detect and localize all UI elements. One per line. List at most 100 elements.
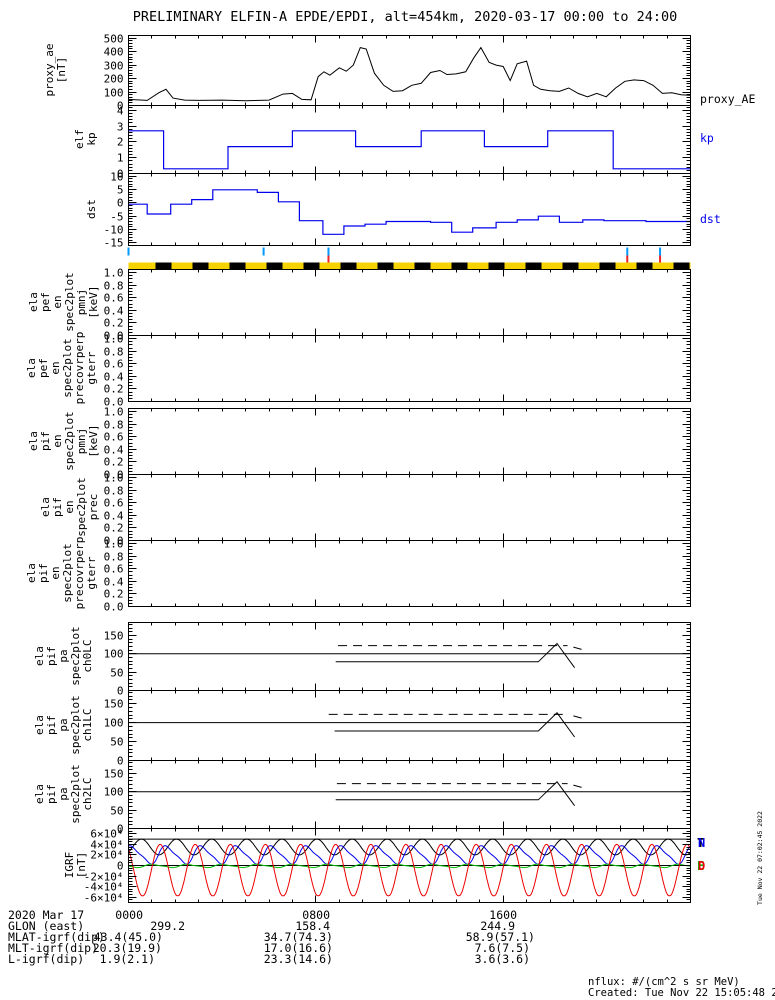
panel-label-word: pa — [57, 718, 70, 732]
y-tick-label: 0.2 — [104, 588, 124, 601]
y-tick-label: 4×10⁴ — [90, 839, 123, 852]
panel-label-word: spec2plot — [61, 338, 74, 398]
y-tick-label: 0.2 — [104, 317, 124, 330]
y-tick-label: -4×10⁴ — [84, 881, 124, 894]
y-tick-label: 1.0 — [104, 333, 124, 346]
panel-label-word: [keV] — [87, 424, 100, 458]
annotation-value: 58.9(57.1) — [465, 930, 535, 944]
y-tick-label: 0 — [117, 100, 124, 113]
panel-label-word: spec2plot — [69, 764, 82, 824]
panel-label-word: spec2plot — [69, 626, 82, 686]
y-tick-label: -2×10⁴ — [84, 871, 124, 884]
y-tick-label: 0.4 — [104, 510, 124, 523]
panel-label-word: spec2plot — [61, 543, 74, 603]
y-tick-label: 0.8 — [104, 419, 124, 432]
igrf-legend-D: D — [698, 859, 706, 873]
panel-label-word: elf — [73, 129, 86, 149]
y-tick-label: 0.0 — [104, 396, 124, 409]
y-tick-label: -10 — [104, 224, 124, 237]
panel-label-word: spec2plot — [69, 695, 82, 755]
annotation-row-label: 2020 Mar 17 — [8, 908, 85, 922]
y-tick-label: 0.6 — [104, 497, 124, 510]
right-label-kp: kp — [700, 131, 714, 145]
series-kp — [128, 130, 691, 170]
series-proxy_ae — [128, 46, 691, 102]
y-tick-label: -6×10⁴ — [84, 892, 124, 905]
igrf-series-E — [128, 863, 691, 869]
annotation-value: 1600 — [489, 908, 517, 922]
annotation-value: 34.7(74.3) — [263, 930, 333, 944]
y-tick-label: 50 — [110, 805, 123, 818]
y-tick-label: 0.0 — [104, 469, 124, 482]
y-tick-label: 0 — [117, 823, 124, 836]
panel-ela_pif_pa_spec2plot_ch0LC — [128, 642, 691, 668]
igrf-legend-T: T — [697, 836, 705, 850]
panel-label-word: [nT] — [75, 851, 88, 879]
panel-label-word: kp — [85, 132, 98, 146]
panel-kp — [128, 130, 691, 170]
side-timestamp: Tue Nov 22 07:02:45 2022 — [756, 811, 764, 905]
panel-label-word: pif — [45, 784, 58, 804]
annotation-value: 0800 — [302, 908, 330, 922]
annotation-value: 299.2 — [150, 919, 185, 933]
panel-label-word: gterr — [85, 351, 98, 385]
panel-label-word: ch1LC — [81, 708, 94, 742]
annotation-value: 3.6(3.6) — [474, 952, 530, 966]
panel-label-word: pa — [57, 787, 70, 801]
y-tick-label: 0.2 — [104, 383, 124, 396]
panel-label-word: pif — [51, 497, 64, 517]
y-tick-label: 1 — [117, 152, 124, 165]
panel-label-word: ela — [33, 715, 46, 735]
panel-label-word: pmnj — [75, 427, 88, 455]
panel-label-word: ela — [27, 292, 40, 312]
y-tick-label: 6×10⁴ — [90, 828, 123, 841]
panel-label-word: ch2LC — [81, 777, 94, 811]
y-tick-label: 0.0 — [104, 330, 124, 343]
annotation-value: 7.6(7.5) — [474, 941, 530, 955]
panel-label-word: pif — [37, 563, 50, 583]
y-tick-label: 400 — [104, 46, 124, 59]
igrf-legend-N: N — [698, 836, 706, 850]
panel-label-word: en — [49, 361, 62, 375]
panel-label-word: ela — [25, 563, 38, 583]
annotation-row-label: MLAT-igrf(dip) — [8, 930, 105, 944]
channel-angle-trace — [335, 642, 576, 668]
y-tick-label: 0 — [117, 197, 124, 210]
y-tick-label: 200 — [104, 73, 124, 86]
y-tick-label: 0.4 — [104, 371, 124, 384]
footer-nflux-units: nflux: #/(cm^2 s sr MeV) — [588, 976, 740, 988]
y-tick-label: 0.0 — [104, 601, 124, 614]
y-tick-label: 5 — [117, 184, 124, 197]
right-label-proxy-ae: proxy_AE — [700, 92, 756, 106]
panel-label-word: gterr — [85, 556, 98, 590]
panel-label-word: pif — [45, 715, 58, 735]
y-tick-label: 0.4 — [104, 305, 124, 318]
y-tick-label: 0.8 — [104, 280, 124, 293]
annotation-value: 1.9(2.1) — [99, 952, 155, 966]
y-tick-label: 3 — [117, 121, 124, 134]
panel-ela_pif_pa_spec2plot_ch1LC — [128, 712, 691, 738]
annotation-value: 0000 — [115, 908, 143, 922]
y-tick-label: 0.6 — [104, 431, 124, 444]
panel-dst — [128, 189, 691, 235]
y-tick-label: 100 — [104, 648, 124, 661]
y-tick-label: 0.0 — [104, 535, 124, 548]
panel-label-word: proxy_ae — [43, 43, 56, 97]
plot-root: 5004003002001000432101050-5-10-151.00.80… — [84, 33, 691, 905]
igrf-series-T — [128, 838, 691, 856]
y-tick-label: 100 — [104, 786, 124, 799]
annotation-row-label: L-igrf(dip) — [8, 952, 85, 966]
y-tick-label: 2×10⁴ — [90, 849, 123, 862]
panel-label-word: precovrperp — [73, 331, 86, 405]
annotation-row-label: MLT-igrf(dip) — [8, 941, 99, 955]
y-tick-label: 500 — [104, 33, 124, 46]
y-tick-label: 2 — [117, 136, 124, 149]
panel-label-word: [nT] — [55, 56, 68, 84]
y-tick-label: 0.4 — [104, 576, 124, 589]
series-dst — [128, 189, 691, 235]
panel-proxy_ae — [128, 46, 691, 102]
y-tick-label: 0 — [117, 860, 124, 873]
y-tick-label: 0 — [117, 168, 124, 181]
